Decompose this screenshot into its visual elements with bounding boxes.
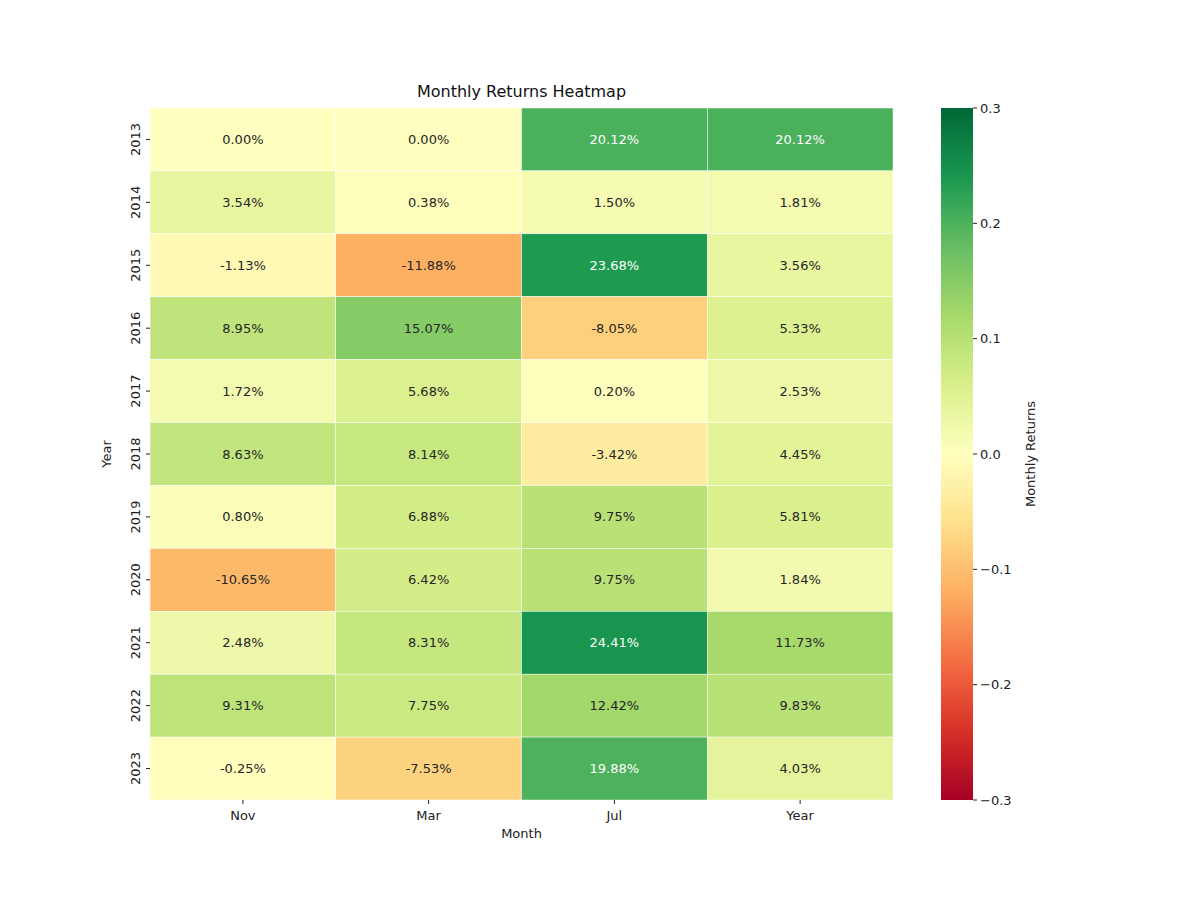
svg-text:0.20%: 0.20% [594, 384, 635, 399]
svg-text:12.42%: 12.42% [590, 698, 640, 713]
svg-text:−0.3: −0.3 [980, 793, 1012, 808]
svg-text:Mar: Mar [416, 808, 441, 823]
svg-text:-7.53%: -7.53% [406, 761, 452, 776]
svg-text:2.48%: 2.48% [222, 635, 263, 650]
svg-text:8.31%: 8.31% [408, 635, 449, 650]
svg-text:0.38%: 0.38% [408, 195, 449, 210]
svg-text:2017: 2017 [128, 375, 143, 408]
svg-text:15.07%: 15.07% [404, 321, 454, 336]
svg-text:20.12%: 20.12% [775, 132, 825, 147]
svg-text:9.83%: 9.83% [779, 698, 820, 713]
svg-text:3.54%: 3.54% [222, 195, 263, 210]
svg-text:0.2: 0.2 [980, 216, 1001, 231]
svg-text:Month: Month [501, 826, 542, 841]
svg-text:24.41%: 24.41% [590, 635, 640, 650]
svg-text:1.72%: 1.72% [222, 384, 263, 399]
svg-text:8.63%: 8.63% [222, 447, 263, 462]
svg-text:-0.25%: -0.25% [220, 761, 266, 776]
svg-text:1.50%: 1.50% [594, 195, 635, 210]
svg-text:−0.2: −0.2 [980, 677, 1012, 692]
svg-text:9.75%: 9.75% [594, 509, 635, 524]
svg-text:2018: 2018 [128, 437, 143, 470]
svg-text:Year: Year [99, 440, 114, 469]
svg-text:9.31%: 9.31% [222, 698, 263, 713]
svg-text:11.73%: 11.73% [775, 635, 825, 650]
svg-text:4.03%: 4.03% [779, 761, 820, 776]
svg-text:2013: 2013 [128, 123, 143, 156]
svg-text:2015: 2015 [128, 249, 143, 282]
svg-text:2020: 2020 [128, 563, 143, 596]
svg-text:−0.1: −0.1 [980, 562, 1012, 577]
svg-text:5.81%: 5.81% [779, 509, 820, 524]
svg-text:3.56%: 3.56% [779, 258, 820, 273]
svg-text:0.3: 0.3 [980, 101, 1001, 116]
svg-text:2.53%: 2.53% [779, 384, 820, 399]
svg-text:8.14%: 8.14% [408, 447, 449, 462]
svg-text:-10.65%: -10.65% [216, 572, 270, 587]
svg-text:20.12%: 20.12% [590, 132, 640, 147]
svg-text:0.1: 0.1 [980, 331, 1001, 346]
svg-text:-8.05%: -8.05% [591, 321, 637, 336]
svg-text:2014: 2014 [128, 186, 143, 219]
svg-text:0.0: 0.0 [980, 447, 1001, 462]
svg-text:5.68%: 5.68% [408, 384, 449, 399]
svg-text:2019: 2019 [128, 500, 143, 533]
svg-text:6.42%: 6.42% [408, 572, 449, 587]
svg-text:9.75%: 9.75% [594, 572, 635, 587]
svg-text:19.88%: 19.88% [590, 761, 640, 776]
svg-text:5.33%: 5.33% [779, 321, 820, 336]
svg-text:-1.13%: -1.13% [220, 258, 266, 273]
svg-text:1.84%: 1.84% [779, 572, 820, 587]
svg-text:0.00%: 0.00% [408, 132, 449, 147]
svg-text:-11.88%: -11.88% [401, 258, 455, 273]
svg-text:Monthly Returns: Monthly Returns [1023, 401, 1038, 507]
svg-text:8.95%: 8.95% [222, 321, 263, 336]
svg-text:2022: 2022 [128, 689, 143, 722]
svg-text:2023: 2023 [128, 752, 143, 785]
svg-text:23.68%: 23.68% [590, 258, 640, 273]
svg-text:0.80%: 0.80% [222, 509, 263, 524]
svg-text:0.00%: 0.00% [222, 132, 263, 147]
svg-text:7.75%: 7.75% [408, 698, 449, 713]
svg-text:Nov: Nov [230, 808, 256, 823]
svg-text:6.88%: 6.88% [408, 509, 449, 524]
svg-text:2016: 2016 [128, 312, 143, 345]
svg-text:-3.42%: -3.42% [591, 447, 637, 462]
html-text:Monthly Returns Heatmap: Monthly Returns Heatmap [416, 82, 627, 101]
svg-text:Year: Year [785, 808, 814, 823]
svg-text:4.45%: 4.45% [779, 447, 820, 462]
svg-text:1.81%: 1.81% [779, 195, 820, 210]
svg-text:2021: 2021 [128, 626, 143, 659]
svg-text:Jul: Jul [606, 808, 623, 823]
